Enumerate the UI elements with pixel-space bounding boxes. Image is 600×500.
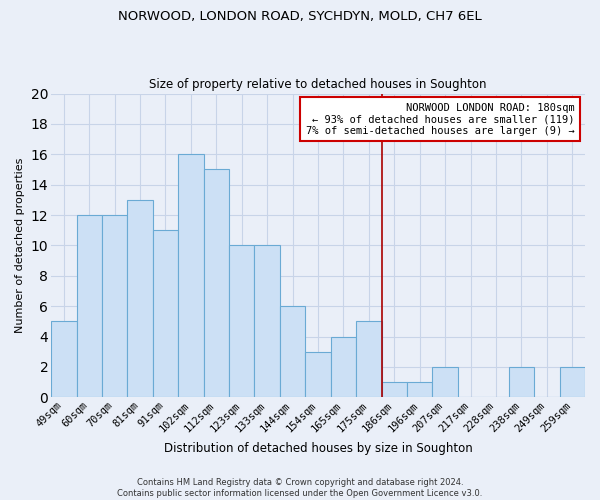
Bar (382, 382, 407, 398)
Bar (560, 367, 585, 398)
Bar (77, 215, 102, 398)
Bar (178, 154, 203, 398)
Bar (331, 336, 356, 398)
Bar (407, 382, 433, 398)
Bar (203, 170, 229, 398)
Bar (127, 200, 153, 398)
Bar (51, 322, 77, 398)
Text: NORWOOD LONDON ROAD: 180sqm
← 93% of detached houses are smaller (119)
7% of sem: NORWOOD LONDON ROAD: 180sqm ← 93% of det… (305, 102, 574, 136)
Bar (356, 322, 382, 398)
Y-axis label: Number of detached properties: Number of detached properties (15, 158, 25, 333)
X-axis label: Distribution of detached houses by size in Soughton: Distribution of detached houses by size … (164, 442, 472, 455)
Bar (433, 367, 458, 398)
Bar (280, 306, 305, 398)
Bar (254, 246, 280, 398)
Bar (153, 230, 178, 398)
Bar (229, 246, 254, 398)
Text: Contains HM Land Registry data © Crown copyright and database right 2024.
Contai: Contains HM Land Registry data © Crown c… (118, 478, 482, 498)
Bar (509, 367, 534, 398)
Title: Size of property relative to detached houses in Soughton: Size of property relative to detached ho… (149, 78, 487, 91)
Bar (305, 352, 331, 398)
Text: NORWOOD, LONDON ROAD, SYCHDYN, MOLD, CH7 6EL: NORWOOD, LONDON ROAD, SYCHDYN, MOLD, CH7… (118, 10, 482, 23)
Bar (102, 215, 127, 398)
